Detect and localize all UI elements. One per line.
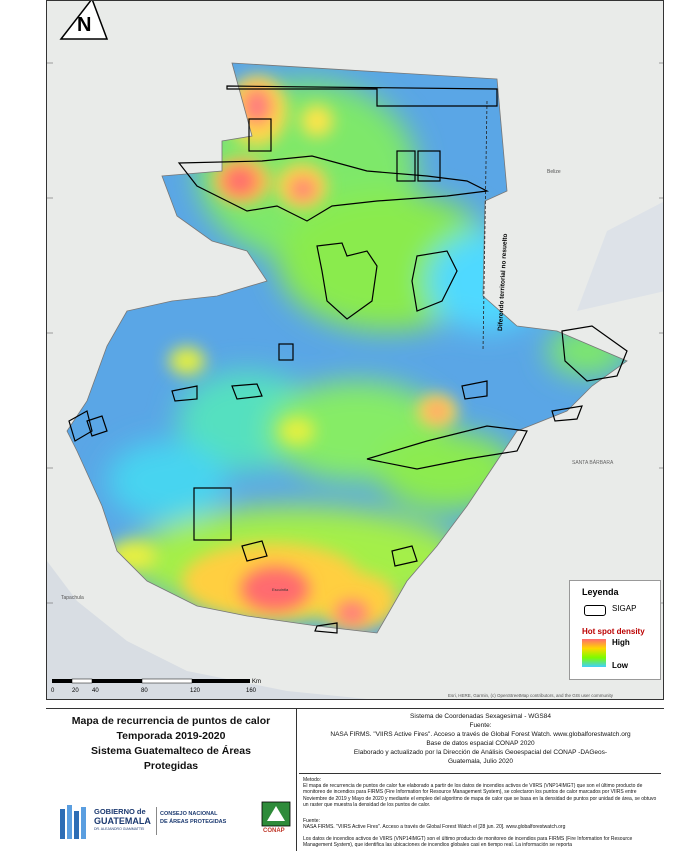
north-arrow-icon: N bbox=[59, 1, 109, 40]
country-border bbox=[66, 62, 628, 634]
legend-sigap-label: SIGAP bbox=[612, 604, 637, 613]
info-block: Sistema de Coordenadas Sexagesimal - WGS… bbox=[297, 709, 664, 851]
caribbean-sea bbox=[577, 202, 663, 311]
info-crs: Sistema de Coordenadas Sexagesimal - WGS… bbox=[410, 713, 551, 720]
legend-sigap-swatch bbox=[584, 605, 606, 616]
sigap-protected-areas bbox=[68, 85, 628, 634]
disputed-border-line bbox=[482, 100, 488, 352]
info-base: Base de datos espacial CONAP 2020 bbox=[426, 740, 535, 747]
info-elaborado: Elaborado y actualizado por la Dirección… bbox=[353, 749, 608, 756]
legend-density-title: Hot spot density bbox=[582, 627, 645, 636]
scale-tick-80: 80 bbox=[141, 688, 148, 694]
method-fuente-label: Fuente: bbox=[303, 818, 320, 824]
map-attribution: Esri, HERE, Garmin, (c) OpenStreetMap co… bbox=[448, 693, 614, 698]
scale-tick-120: 120 bbox=[190, 688, 201, 694]
map-footer: Mapa de recurrencia de puntos de calor T… bbox=[46, 708, 664, 851]
title-line-4: Protegidas bbox=[143, 760, 199, 772]
north-arrow-label: N bbox=[77, 14, 91, 36]
scale-unit: Km bbox=[252, 679, 261, 685]
logo-divider bbox=[156, 807, 157, 835]
title-block: Mapa de recurrencia de puntos de calor T… bbox=[46, 709, 297, 851]
info-fuente-label: Fuente: bbox=[469, 722, 492, 729]
info-lugar: Guatemala, Julio 2020 bbox=[447, 758, 514, 765]
gobierno-logo-line1: GOBIERNO de bbox=[94, 807, 146, 816]
scale-bar bbox=[52, 678, 250, 684]
method-label: Metodo: bbox=[303, 777, 322, 783]
gobierno-logo-line2: GUATEMALA bbox=[94, 816, 151, 826]
conap-emblem-icon bbox=[261, 801, 291, 827]
method-fuente: NASA FIRMS. "VIIRS Active Fires". Acceso… bbox=[303, 824, 566, 830]
scale-tick-40: 40 bbox=[92, 688, 99, 694]
legend: Leyenda SIGAP Hot spot density High Low bbox=[569, 580, 661, 680]
title-line-2: Temporada 2019-2020 bbox=[116, 730, 226, 742]
gobierno-logo-line3: DR. ALEJANDRO GIAMMATTEI bbox=[94, 827, 145, 831]
scale-tick-20: 20 bbox=[72, 688, 79, 694]
consejo-logo-line2: DE ÁREAS PROTEGIDAS bbox=[160, 819, 227, 825]
legend-low-label: Low bbox=[612, 661, 628, 670]
legend-color-ramp bbox=[582, 639, 606, 667]
method-extra: Los datos de incendios activos de VIIRS … bbox=[303, 836, 633, 848]
consejo-logo-line1: CONSEJO NACIONAL bbox=[160, 811, 218, 817]
label-tapachula: Tapachula bbox=[61, 595, 84, 601]
map-frame: Belize SANTA BÁRBARA Tapachula Escuintla… bbox=[46, 0, 664, 700]
info-fuente: NASA FIRMS. "VIIRS Active Fires". Acceso… bbox=[330, 731, 631, 738]
title-line-1: Mapa de recurrencia de puntos de calor bbox=[71, 715, 271, 727]
legend-title: Leyenda bbox=[582, 587, 619, 597]
label-escuintla: Escuintla bbox=[272, 587, 289, 592]
map-canvas: Belize SANTA BÁRBARA Tapachula Escuintla… bbox=[47, 1, 663, 699]
label-belize: Belize bbox=[547, 169, 561, 175]
logos: GOBIERNO de GUATEMALA DR. ALEJANDRO GIAM… bbox=[54, 801, 291, 847]
conap-logo-label: CONAP bbox=[263, 828, 285, 834]
title-line-3: Sistema Guatemalteco de Áreas bbox=[91, 745, 251, 757]
method-text: El mapa de recurrencia de puntos de calo… bbox=[303, 783, 657, 808]
legend-high-label: High bbox=[612, 638, 630, 647]
gobierno-emblem-icon bbox=[60, 805, 86, 839]
pacific-ocean bbox=[47, 561, 367, 699]
scale-tick-160: 160 bbox=[246, 688, 257, 694]
scale-tick-0: 0 bbox=[51, 688, 55, 694]
method-section: Metodo: El mapa de recurrencia de puntos… bbox=[299, 773, 661, 848]
label-santa-barbara: SANTA BÁRBARA bbox=[572, 459, 614, 466]
graticule bbox=[47, 62, 663, 604]
